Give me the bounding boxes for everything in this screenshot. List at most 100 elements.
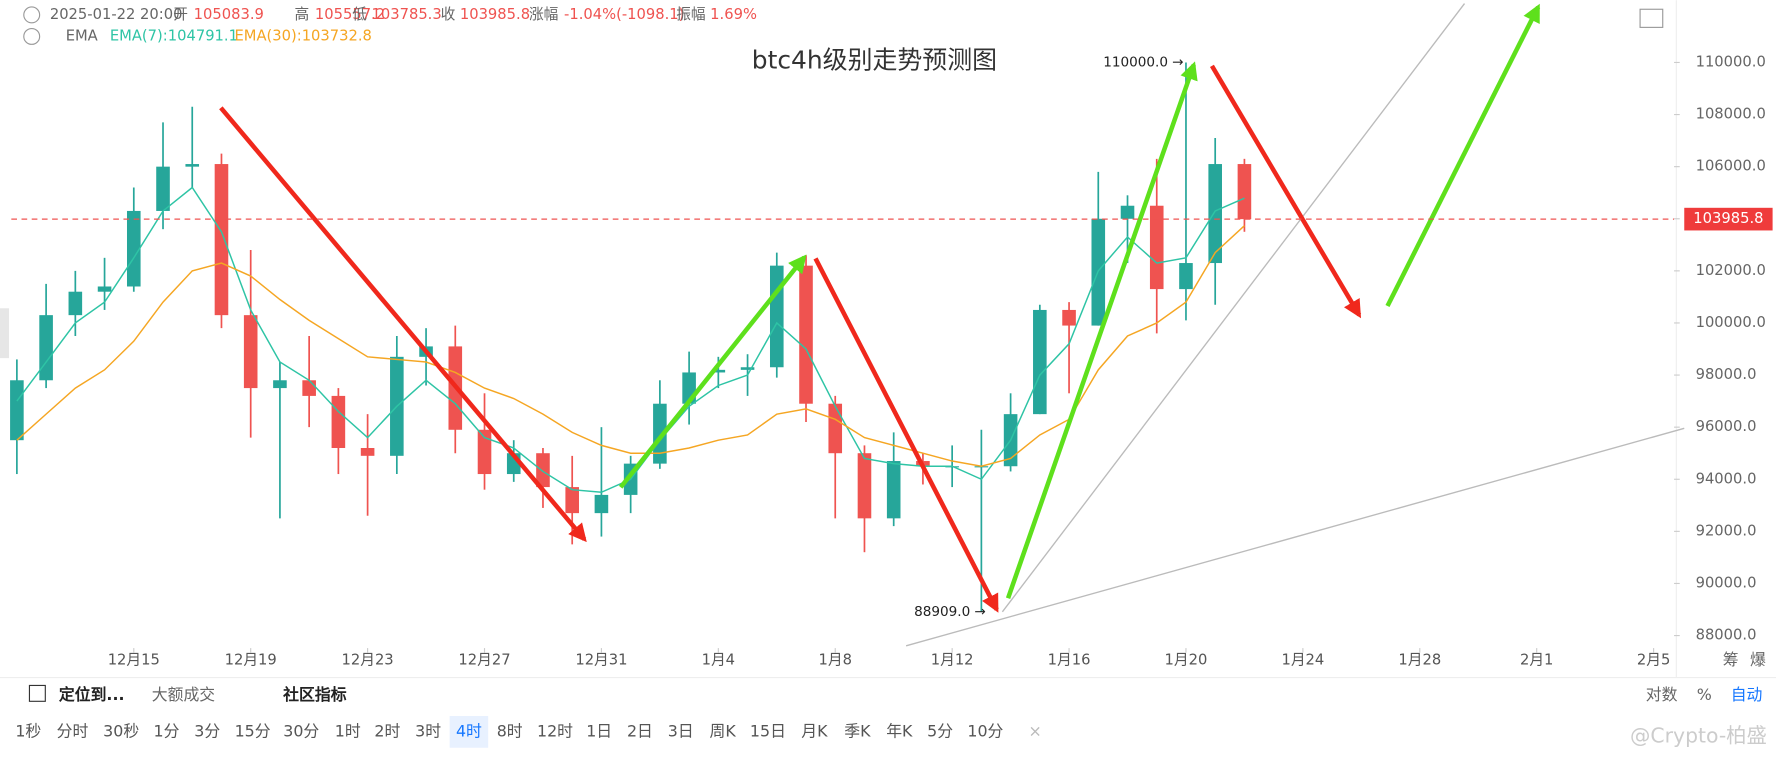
last-price-label: 103985.8 <box>1693 210 1763 227</box>
candle-body <box>477 429 492 475</box>
candle-body <box>10 380 24 441</box>
down-arrow <box>1209 64 1362 319</box>
y-tick-label: 98000.0 <box>1696 366 1757 383</box>
interval-button[interactable]: 2时 <box>374 721 400 740</box>
up-arrow <box>618 254 807 489</box>
interval-button[interactable]: 30分 <box>283 721 319 740</box>
candle-body <box>1179 263 1193 290</box>
candle-body <box>1149 205 1164 290</box>
y-tick-label: 88000.0 <box>1696 627 1757 644</box>
candle-body <box>1062 309 1076 326</box>
interval-button[interactable]: 5分 <box>927 721 953 740</box>
candle-body <box>156 166 170 211</box>
field-value: 103985.8 <box>460 6 530 23</box>
candle-body <box>273 380 287 389</box>
ema-line <box>16 225 1245 467</box>
x-tick-label: 12月23 <box>342 652 394 669</box>
y-tick-label: 108000.0 <box>1696 106 1766 123</box>
locate-button[interactable]: 定位到... <box>59 685 125 704</box>
x-tick-label: 1月24 <box>1281 652 1324 669</box>
x-tick-label: 1月8 <box>819 652 852 669</box>
field-label: 高 <box>294 6 309 23</box>
interval-button[interactable]: 年K <box>886 721 913 740</box>
candle-body <box>1208 164 1222 264</box>
interval-button[interactable]: 30秒 <box>103 721 139 740</box>
interval-button[interactable]: 15分 <box>235 721 271 740</box>
close-icon[interactable]: × <box>1028 721 1041 740</box>
interval-button[interactable]: 1分 <box>154 721 180 740</box>
interval-button[interactable]: 15日 <box>750 721 786 740</box>
annotation: 110000.0 → <box>1103 54 1183 70</box>
candle-body <box>302 380 316 396</box>
interval-button[interactable]: 1日 <box>586 721 612 740</box>
field-value: 105557.2 <box>315 6 385 23</box>
fullscreen-button[interactable] <box>1639 8 1664 28</box>
big-trades-button[interactable]: 大额成交 <box>152 685 216 704</box>
interval-button[interactable]: 10分 <box>967 721 1003 740</box>
candle-body <box>1120 205 1135 219</box>
collapse-icon[interactable] <box>23 6 41 24</box>
candle-body <box>799 265 813 404</box>
chips-button[interactable]: 筹 <box>1723 650 1739 669</box>
interval-button[interactable]: 4时 <box>456 721 482 740</box>
legend-entry: EMA(30):103732.8 <box>234 27 371 44</box>
liquidation-button[interactable]: 爆 <box>1750 650 1766 669</box>
candle-body <box>594 494 609 514</box>
interval-button[interactable]: 8时 <box>497 721 523 740</box>
candle-body <box>39 315 53 381</box>
candle-body <box>857 453 872 519</box>
interval-button[interactable]: 季K <box>844 721 871 740</box>
x-tick-label: 12月31 <box>575 652 627 669</box>
left-handle[interactable] <box>0 308 10 359</box>
field-label: 低 <box>352 6 367 23</box>
legend-entry: EMA(7):104791.1 <box>110 27 238 44</box>
field-value: 1.69% <box>710 6 757 23</box>
interval-button[interactable]: 周K <box>710 721 737 740</box>
candle-body <box>653 403 667 464</box>
active-interval-bg <box>449 716 489 748</box>
indicator-name: EMA <box>66 27 98 44</box>
interval-button[interactable]: 12时 <box>537 721 573 740</box>
community-button[interactable]: 社区指标 <box>282 685 347 704</box>
interval-button[interactable]: 月K <box>801 721 828 740</box>
datetime: 2025-01-22 20:00 <box>50 6 183 23</box>
interval-button[interactable]: 2日 <box>627 721 653 740</box>
y-tick-label: 90000.0 <box>1696 574 1757 591</box>
interval-button[interactable]: 3分 <box>194 721 220 740</box>
interval-button[interactable]: 1时 <box>335 721 361 740</box>
candle-body <box>1033 309 1047 415</box>
candle-body <box>214 164 229 316</box>
candle-body <box>828 403 843 454</box>
candle-body <box>536 453 550 488</box>
interval-button[interactable]: 3时 <box>415 721 441 740</box>
percent-toggle[interactable]: % <box>1697 685 1712 704</box>
watermark: @Crypto-柏盛 <box>1630 723 1767 747</box>
candle-body <box>97 286 112 292</box>
field-value: 105083.9 <box>194 6 264 23</box>
chart-title: btc4h级别走势预测图 <box>752 45 997 74</box>
candle-body <box>886 461 901 519</box>
candle-body <box>1237 164 1252 220</box>
y-tick-label: 94000.0 <box>1696 470 1757 487</box>
candle-body <box>331 395 346 449</box>
auto-toggle[interactable]: 自动 <box>1731 685 1763 704</box>
interval-button[interactable]: 3日 <box>668 721 694 740</box>
interval-button[interactable]: 分时 <box>57 721 89 740</box>
last-price-box <box>1684 207 1773 231</box>
field-label: 开 <box>173 6 188 23</box>
interval-button[interactable]: 1秒 <box>15 721 41 740</box>
up-arrow <box>1005 61 1198 599</box>
log-toggle[interactable]: 对数 <box>1646 685 1678 704</box>
annotation: 88909.0 → <box>914 604 986 620</box>
candle-body <box>68 291 83 316</box>
collapse-icon[interactable] <box>23 27 41 45</box>
field-value: 103785.3 <box>372 6 442 23</box>
field-value: -1.04%(-1098.1) <box>564 6 684 23</box>
candle-body <box>769 265 784 368</box>
calendar-icon <box>28 684 46 702</box>
y-tick-label: 100000.0 <box>1696 314 1766 331</box>
y-tick-label: 96000.0 <box>1696 418 1757 435</box>
